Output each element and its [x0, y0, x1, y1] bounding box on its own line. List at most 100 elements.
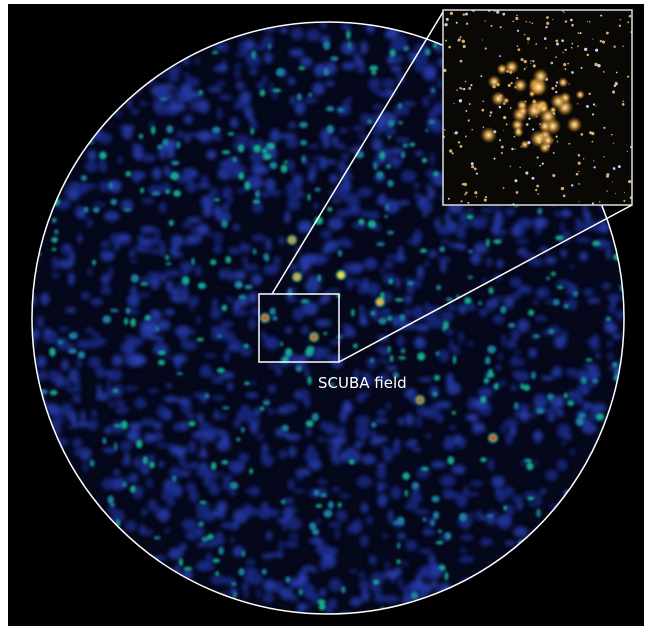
star [526, 37, 531, 41]
blob [55, 375, 65, 388]
star [613, 84, 616, 87]
blob [351, 309, 355, 317]
blob [269, 81, 274, 96]
blob [444, 532, 452, 540]
blob [188, 420, 196, 427]
blob [347, 41, 352, 50]
blob [398, 120, 403, 125]
blob [51, 236, 58, 243]
blob [195, 56, 200, 65]
blob [439, 474, 456, 487]
blob [128, 336, 139, 345]
blob [300, 388, 310, 403]
blob [222, 185, 232, 199]
blob [261, 35, 274, 49]
blob [298, 225, 312, 233]
blob [238, 282, 242, 288]
star [515, 191, 519, 194]
blob [470, 480, 484, 487]
blob [113, 424, 122, 428]
blob [444, 571, 449, 581]
blob [314, 187, 321, 192]
star [507, 83, 511, 87]
blob [181, 340, 198, 351]
star [539, 164, 542, 167]
star [530, 62, 532, 64]
blob [327, 207, 333, 212]
blob [433, 42, 438, 49]
blob [459, 548, 468, 553]
blob [405, 539, 418, 552]
star [526, 66, 528, 68]
blob [196, 315, 202, 324]
star [489, 114, 492, 117]
blob [95, 366, 106, 379]
blob [210, 306, 222, 320]
star [586, 20, 588, 22]
blob [244, 181, 251, 191]
blob [150, 454, 155, 462]
blob [385, 163, 392, 169]
blob [376, 375, 390, 383]
blob [444, 212, 451, 224]
star [555, 84, 558, 87]
blob [122, 482, 127, 488]
blob [400, 169, 417, 183]
blob [207, 533, 214, 540]
star [571, 23, 574, 27]
blob [190, 102, 200, 112]
blob [570, 447, 575, 456]
blob [502, 486, 515, 497]
blob [215, 571, 220, 577]
blob [117, 155, 123, 165]
blob [240, 427, 245, 433]
star [499, 139, 502, 142]
blob [233, 223, 240, 231]
blob [398, 200, 410, 206]
blob [99, 158, 104, 170]
star [588, 20, 591, 23]
blob [285, 347, 293, 357]
blob [168, 547, 183, 560]
blob [357, 67, 367, 74]
blob [181, 276, 190, 285]
blob [486, 238, 490, 247]
blob [272, 91, 278, 101]
blob [261, 553, 274, 559]
blob [435, 217, 441, 230]
star [536, 156, 539, 159]
blob [312, 569, 318, 575]
star [444, 23, 448, 27]
star [503, 129, 505, 131]
blob [188, 440, 197, 454]
blob [368, 554, 378, 566]
star [612, 90, 616, 94]
zoom-line [271, 11, 444, 295]
blob [198, 521, 205, 527]
star [612, 142, 614, 144]
blob [74, 394, 81, 404]
blob [323, 40, 331, 50]
blob [341, 62, 356, 71]
blob [298, 602, 305, 613]
blob [389, 354, 394, 363]
blob [517, 319, 530, 333]
galaxy [513, 126, 524, 138]
blob [339, 450, 350, 462]
blob [158, 461, 165, 468]
blob [299, 121, 308, 128]
blob [198, 90, 203, 95]
blob [495, 364, 501, 371]
blob [185, 93, 201, 98]
blob [317, 478, 328, 485]
blob [340, 586, 346, 594]
blob [463, 224, 469, 229]
blob [335, 528, 340, 540]
blob [86, 149, 98, 161]
star [490, 24, 493, 27]
star [567, 62, 569, 65]
blob [284, 160, 288, 164]
blob [209, 536, 225, 546]
blob [478, 308, 493, 314]
blob [119, 125, 136, 130]
